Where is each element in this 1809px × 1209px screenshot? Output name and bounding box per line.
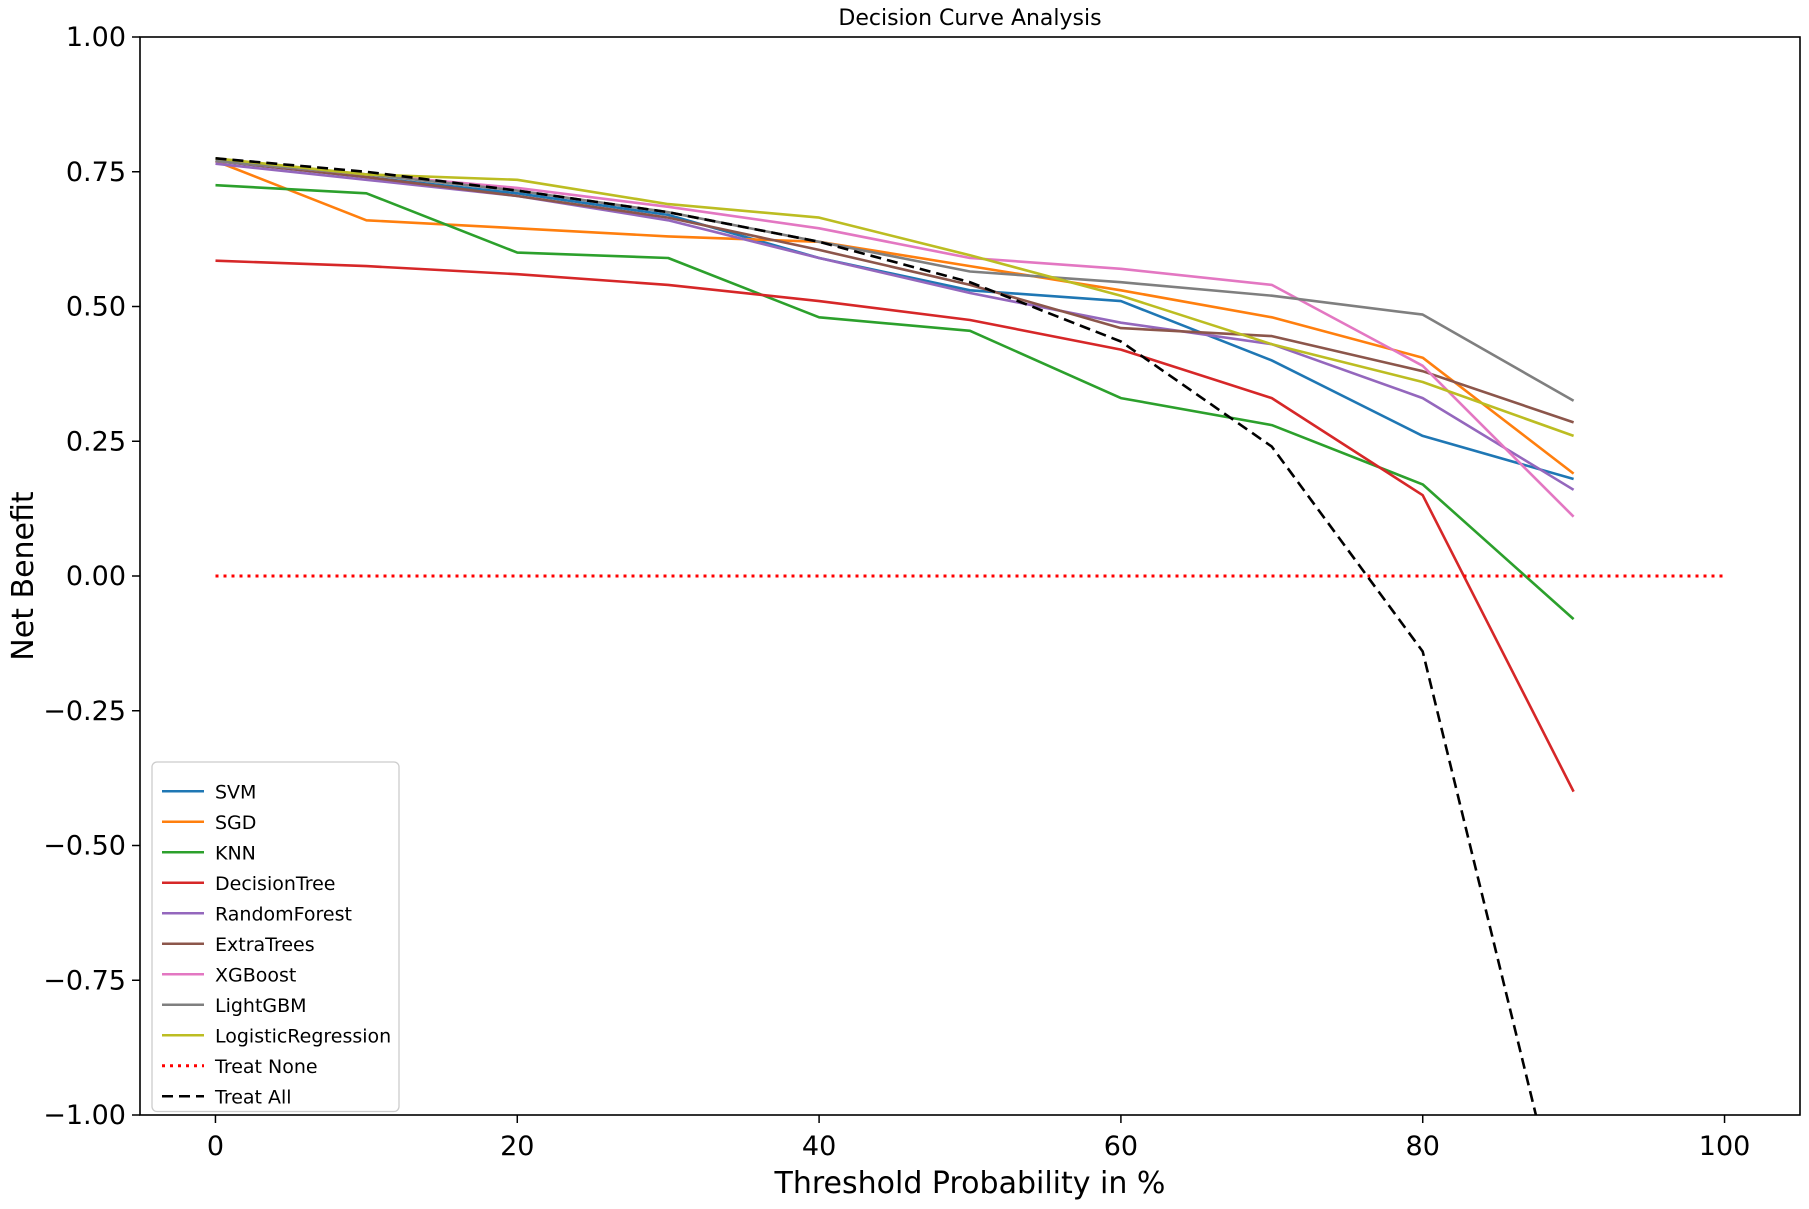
x-axis-title: Threshold Probability in % [774, 1166, 1166, 1201]
y-tick-label: −1.00 [43, 1100, 126, 1131]
series-line-extratrees [215, 159, 1575, 424]
x-tick-label: 60 [1104, 1131, 1138, 1162]
y-tick-label: 1.00 [66, 22, 126, 53]
series-line-logisticregression [215, 157, 1575, 438]
y-axis-title: Net Benefit [6, 491, 41, 661]
series-line-decisiontree [215, 259, 1575, 793]
x-tick-label: 40 [802, 1131, 836, 1162]
chart-title: Decision Curve Analysis [838, 6, 1101, 31]
series-line-lightgbm [215, 159, 1575, 402]
legend-label: Treat All [214, 1086, 292, 1108]
y-tick-label: 0.50 [66, 292, 126, 323]
y-tick-label: −0.75 [43, 965, 126, 996]
legend-label: Treat None [214, 1056, 318, 1078]
legend-box [151, 761, 400, 1113]
y-tick-label: 0.00 [66, 561, 126, 592]
legend-label: XGBoost [215, 964, 296, 986]
y-tick-label: 0.25 [66, 426, 126, 457]
series-line-knn [215, 183, 1575, 621]
plot-area [139, 36, 1801, 1116]
series-line-randomforest [215, 162, 1575, 491]
y-axis-ticks: 1.00 0.75 0.50 0.25 0.00 −0.25 −0.50 −0.75 −1.00 [43, 22, 140, 1131]
x-axis-ticks: 0 20 40 60 80 100 [207, 1115, 1750, 1162]
y-tick-label: 0.75 [66, 157, 126, 188]
x-tick-label: 20 [500, 1131, 534, 1162]
x-tick-label: 100 [1699, 1131, 1751, 1162]
legend-label: LightGBM [215, 995, 307, 1017]
legend-label: DecisionTree [215, 873, 335, 895]
legend-label: ExtraTrees [215, 934, 315, 956]
x-tick-label: 80 [1406, 1131, 1440, 1162]
series-line-svm [215, 159, 1574, 481]
legend-label: RandomForest [215, 903, 352, 925]
series-line-sgd [215, 159, 1575, 475]
y-tick-label: −0.50 [43, 831, 126, 862]
legend-label: KNN [215, 842, 256, 864]
legend-label: SVM [215, 781, 256, 803]
y-tick-label: −0.25 [43, 696, 126, 727]
legend: SVM SGD KNN DecisionTree RandomForest ExtraTr… [151, 761, 400, 1113]
legend-label: SGD [215, 812, 256, 834]
x-tick-label: 0 [207, 1131, 224, 1162]
series-line-treat-all [215, 157, 1538, 1116]
legend-label: LogisticRegression [215, 1025, 391, 1047]
